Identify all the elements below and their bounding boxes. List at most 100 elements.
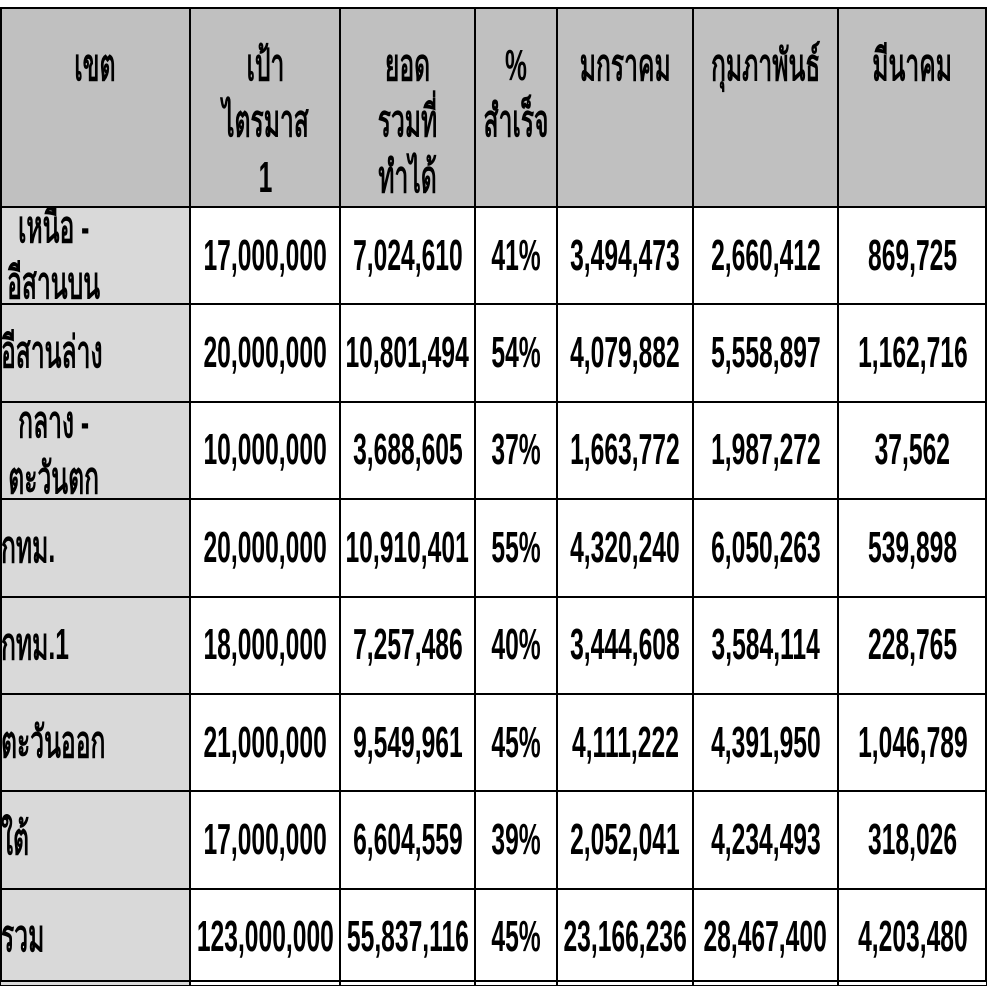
cell-text: 3,688,605 (352, 425, 463, 475)
data-cell: 28,467,400 (693, 888, 838, 987)
cell-text: 4,203,480 (857, 912, 968, 962)
row-label: กลาง - ตะวันตก (0, 401, 190, 500)
cell-text: ใต้ (1, 815, 30, 865)
cell-text: 3,494,473 (570, 230, 680, 280)
cell-text: 18,000,000 (203, 620, 327, 670)
data-cell: 318,026 (838, 791, 987, 889)
cell-text: 7,257,486 (352, 620, 463, 670)
data-cell: 228,765 (838, 596, 987, 694)
header-cell: เป้าไตรมาส 1 (190, 7, 340, 207)
cell-text: 3,444,608 (570, 620, 680, 670)
cell-text: 40% (491, 620, 541, 670)
data-cell: 1,663,772 (557, 401, 693, 500)
data-cell: 4,320,240 (557, 499, 693, 597)
cell-text: กลาง - ตะวันตก (8, 401, 100, 500)
cell-text: มกราคม (579, 41, 671, 90)
data-cell: 4,111,222 (557, 694, 693, 792)
header-cell: มีนาคม (838, 7, 987, 207)
data-cell: 41% (475, 207, 557, 305)
data-cell: 869,725 (838, 207, 987, 305)
cell-text: 1,162,716 (857, 328, 968, 378)
cell-text: 869,725 (867, 230, 958, 280)
cell-text: 228,765 (867, 620, 958, 670)
data-cell: 2,052,041 (557, 791, 693, 889)
header-cell: เขต (0, 7, 190, 207)
data-cell: 539,898 (838, 499, 987, 597)
data-cell: 1,046,789 (838, 694, 987, 792)
data-cell: 17,000,000 (190, 791, 340, 889)
cell-text: เป้าไตรมาส 1 (221, 41, 309, 202)
row-label: ตะวันออก (0, 694, 190, 792)
cell-text: 20,000,000 (203, 328, 327, 378)
row-label: เหนือ - อีสานบน (0, 207, 190, 305)
data-cell: 1,162,716 (838, 304, 987, 402)
cell-text: 55,837,116 (346, 912, 469, 962)
cell-text: 5,558,897 (710, 328, 821, 378)
cell-text: 1,663,772 (570, 425, 680, 475)
cell-text: 7,024,610 (352, 230, 463, 280)
data-cell: 55,837,116 (340, 888, 475, 987)
cell-text: ยอดรวมที่ ทำได้ (377, 41, 438, 202)
data-cell: 6,050,263 (693, 499, 838, 597)
cell-text: 318,026 (867, 815, 958, 865)
row-label: ใต้ (0, 791, 190, 889)
cell-text: 4,111,222 (571, 717, 679, 767)
data-cell: 3,444,608 (557, 596, 693, 694)
cell-text: 2,660,412 (710, 230, 821, 280)
data-cell: 18,000,000 (190, 596, 340, 694)
data-cell: 2,660,412 (693, 207, 838, 305)
cell-text: 10,000,000 (203, 425, 327, 475)
data-cell: 1,987,272 (693, 401, 838, 500)
cell-text: 4,234,493 (710, 815, 821, 865)
row-label: กทม. (0, 499, 190, 597)
cell-text: 45% (491, 717, 541, 767)
row-label: รวม (0, 888, 190, 987)
cell-text: เขต (74, 41, 116, 90)
cell-text: 21,000,000 (203, 717, 327, 767)
cell-text: มีนาคม (872, 41, 953, 90)
cell-text: กทม. (1, 522, 56, 572)
data-cell: 23,166,236 (557, 888, 693, 987)
cell-text: 2,052,041 (570, 815, 680, 865)
cell-text: 17,000,000 (203, 815, 327, 865)
data-cell: 40% (475, 596, 557, 694)
cell-text: 37% (491, 425, 541, 475)
data-cell: 10,910,401 (340, 499, 475, 597)
data-cell: 54% (475, 304, 557, 402)
cell-text: 39% (491, 815, 541, 865)
data-cell: 7,024,610 (340, 207, 475, 305)
data-cell: 21,000,000 (190, 694, 340, 792)
data-cell: 3,688,605 (340, 401, 475, 500)
cell-text: 10,910,401 (345, 522, 470, 572)
cell-text: 4,079,882 (570, 328, 680, 378)
cell-text: 3,584,114 (711, 620, 820, 670)
row-label: กทม.1 (0, 596, 190, 694)
data-cell: 10,801,494 (340, 304, 475, 402)
data-cell: 9,549,961 (340, 694, 475, 792)
data-cell: 4,234,493 (693, 791, 838, 889)
cell-text: เหนือ - อีสานบน (7, 207, 101, 305)
header-cell: % สำเร็จ (475, 7, 557, 207)
data-cell: 37,562 (838, 401, 987, 500)
cell-text: 539,898 (867, 522, 958, 572)
header-cell: กุมภาพันธ์ (693, 7, 838, 207)
data-cell: 123,000,000 (190, 888, 340, 987)
cell-text: 41% (491, 230, 541, 280)
cell-text: 10,801,494 (345, 328, 470, 378)
cell-text: 4,391,950 (710, 717, 821, 767)
cell-text: 28,467,400 (703, 912, 828, 962)
cell-text: % สำเร็จ (483, 41, 549, 146)
cell-text: ตะวันออก (1, 717, 106, 767)
data-cell: 55% (475, 499, 557, 597)
data-cell: 4,391,950 (693, 694, 838, 792)
cell-text: 37,562 (874, 425, 951, 475)
data-cell: 20,000,000 (190, 304, 340, 402)
data-cell: 7,257,486 (340, 596, 475, 694)
cell-text: 17,000,000 (203, 230, 327, 280)
cell-text: อีสานล่าง (1, 328, 103, 378)
data-cell: 45% (475, 888, 557, 987)
cell-text: 1,046,789 (857, 717, 968, 767)
cell-text: กทม.1 (1, 620, 69, 670)
data-cell: 37% (475, 401, 557, 500)
